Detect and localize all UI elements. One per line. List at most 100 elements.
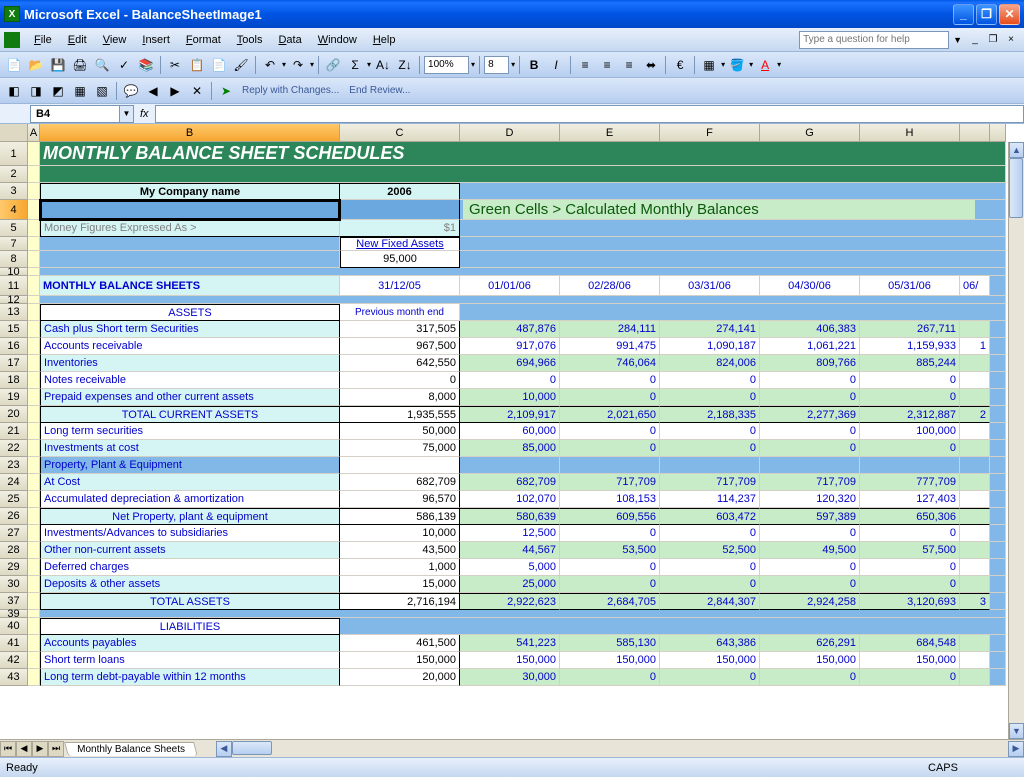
tab-prev-icon[interactable]: ◀ <box>16 741 32 757</box>
cell-F11[interactable]: 03/31/06 <box>660 276 760 296</box>
cell-B4[interactable] <box>40 200 340 220</box>
cell-C28[interactable]: 43,500 <box>340 542 460 559</box>
cell-G20[interactable]: 2,277,369 <box>760 406 860 423</box>
cell-F42[interactable]: 150,000 <box>660 652 760 669</box>
cell-E24[interactable]: 717,709 <box>560 474 660 491</box>
scroll-left-icon[interactable]: ◀ <box>216 741 232 757</box>
cell-B24[interactable]: At Cost <box>40 474 340 491</box>
col-header-B[interactable]: B <box>40 124 340 142</box>
cell-rest39[interactable] <box>40 610 1006 618</box>
cell-A7[interactable] <box>28 237 40 251</box>
row-header-42[interactable]: 42 <box>0 652 28 669</box>
cell-C16[interactable]: 967,500 <box>340 338 460 355</box>
cell-C11[interactable]: 31/12/05 <box>340 276 460 296</box>
cell-B25[interactable]: Accumulated depreciation & amortization <box>40 491 340 508</box>
cell-H43[interactable]: 0 <box>860 669 960 686</box>
cell-rest10[interactable] <box>40 268 1006 276</box>
cell-E19[interactable]: 0 <box>560 389 660 406</box>
rev-3-icon[interactable]: ◩ <box>48 81 68 101</box>
col-header-G[interactable]: G <box>760 124 860 142</box>
cell-H23[interactable] <box>860 457 960 474</box>
cell-D25[interactable]: 102,070 <box>460 491 560 508</box>
menu-file[interactable]: File <box>26 32 60 48</box>
cell-A18[interactable] <box>28 372 40 389</box>
align-right-icon[interactable]: ≡ <box>619 55 639 75</box>
maximize-button[interactable]: ❐ <box>976 4 997 25</box>
cell-G16[interactable]: 1,061,221 <box>760 338 860 355</box>
cell-G29[interactable]: 0 <box>760 559 860 576</box>
preview-icon[interactable]: 🔍 <box>92 55 112 75</box>
row-header-2[interactable]: 2 <box>0 166 28 183</box>
tab-first-icon[interactable]: ⏮ <box>0 741 16 757</box>
row-header-29[interactable]: 29 <box>0 559 28 576</box>
cell-A26[interactable] <box>28 508 40 525</box>
cell-B22[interactable]: Investments at cost <box>40 440 340 457</box>
cell-C5[interactable]: $1 <box>340 220 460 237</box>
bold-icon[interactable]: B <box>524 55 544 75</box>
italic-icon[interactable]: I <box>546 55 566 75</box>
cell-G24[interactable]: 717,709 <box>760 474 860 491</box>
cell-H27[interactable]: 0 <box>860 525 960 542</box>
rev-4-icon[interactable]: ▦ <box>70 81 90 101</box>
cell-B11[interactable]: MONTHLY BALANCE SHEETS <box>40 276 340 296</box>
cell-C17[interactable]: 642,550 <box>340 355 460 372</box>
cell-D11[interactable]: 01/01/06 <box>460 276 560 296</box>
col-header-F[interactable]: F <box>660 124 760 142</box>
cell-E18[interactable]: 0 <box>560 372 660 389</box>
cell-H26[interactable]: 650,306 <box>860 508 960 525</box>
cell-D24[interactable]: 682,709 <box>460 474 560 491</box>
cell-E42[interactable]: 150,000 <box>560 652 660 669</box>
cell-H24[interactable]: 777,709 <box>860 474 960 491</box>
cell-D22[interactable]: 85,000 <box>460 440 560 457</box>
cell-G23[interactable] <box>760 457 860 474</box>
cell-D20[interactable]: 2,109,917 <box>460 406 560 423</box>
cell-C3[interactable]: 2006 <box>340 183 460 200</box>
cell-G26[interactable]: 597,389 <box>760 508 860 525</box>
cell-A40[interactable] <box>28 618 40 635</box>
cell-D27[interactable]: 12,500 <box>460 525 560 542</box>
formula-input[interactable] <box>155 105 1024 123</box>
cell-C15[interactable]: 317,505 <box>340 321 460 338</box>
cell-E11[interactable]: 02/28/06 <box>560 276 660 296</box>
cell-E15[interactable]: 284,111 <box>560 321 660 338</box>
cell-I11[interactable]: 06/ <box>960 276 990 296</box>
cell-F23[interactable] <box>660 457 760 474</box>
help-dropdown-icon[interactable]: ▼ <box>949 35 966 45</box>
prev-comment-icon[interactable]: ◀ <box>143 81 163 101</box>
cell-A20[interactable] <box>28 406 40 423</box>
cell-I15[interactable] <box>960 321 990 338</box>
cell-H37[interactable]: 3,120,693 <box>860 593 960 610</box>
copy-icon[interactable]: 📋 <box>187 55 207 75</box>
name-box[interactable]: B4 <box>30 105 120 123</box>
cell-B43[interactable]: Long term debt-payable within 12 months <box>40 669 340 686</box>
cell-H18[interactable]: 0 <box>860 372 960 389</box>
cell-rest13[interactable] <box>460 304 1006 321</box>
cell-A21[interactable] <box>28 423 40 440</box>
row-header-4[interactable]: 4 <box>0 200 28 220</box>
borders-icon[interactable]: ▦ <box>699 55 719 75</box>
row-header-22[interactable]: 22 <box>0 440 28 457</box>
cell-H29[interactable]: 0 <box>860 559 960 576</box>
cell-A12[interactable] <box>28 296 40 304</box>
next-comment-icon[interactable]: ▶ <box>165 81 185 101</box>
cell-H30[interactable]: 0 <box>860 576 960 593</box>
currency-icon[interactable]: € <box>670 55 690 75</box>
cell-F25[interactable]: 114,237 <box>660 491 760 508</box>
row-header-17[interactable]: 17 <box>0 355 28 372</box>
cell-A8[interactable] <box>28 251 40 268</box>
cell-A42[interactable] <box>28 652 40 669</box>
menu-insert[interactable]: Insert <box>134 32 178 48</box>
row-header-21[interactable]: 21 <box>0 423 28 440</box>
cell-A22[interactable] <box>28 440 40 457</box>
row-header-27[interactable]: 27 <box>0 525 28 542</box>
menu-edit[interactable]: Edit <box>60 32 95 48</box>
cell-F21[interactable]: 0 <box>660 423 760 440</box>
cell-B27[interactable]: Investments/Advances to subsidiaries <box>40 525 340 542</box>
doc-restore-button[interactable]: ❐ <box>986 33 1000 47</box>
row-header-25[interactable]: 25 <box>0 491 28 508</box>
cell-G28[interactable]: 49,500 <box>760 542 860 559</box>
cell-C37[interactable]: 2,716,194 <box>340 593 460 610</box>
cell-C4[interactable] <box>340 200 460 220</box>
cell-rest40[interactable] <box>340 618 1006 635</box>
cell-A16[interactable] <box>28 338 40 355</box>
